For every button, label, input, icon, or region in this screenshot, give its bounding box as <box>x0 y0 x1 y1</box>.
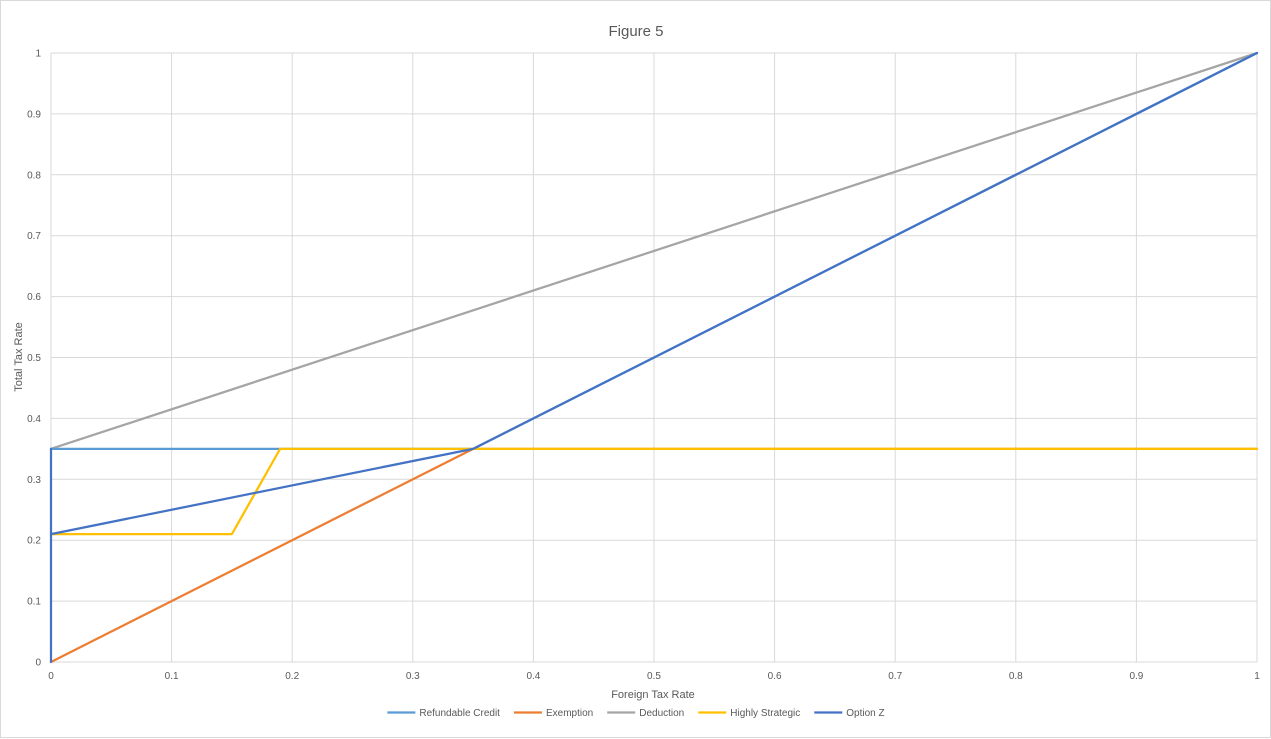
legend: Refundable Credit Exemption Deduction Highl… <box>387 708 885 719</box>
legend-label: Exemption <box>546 708 593 719</box>
x-tick-label: 0.9 <box>1129 671 1143 682</box>
x-tick-label: 0.8 <box>1009 671 1023 682</box>
y-tick-label: 0.9 <box>27 109 41 120</box>
tick-labels: 0 0.1 0.2 0.3 0.4 0.5 0.6 0.7 0.8 0.9 1 0 0.1 0.2 0.3 0… <box>27 49 1260 683</box>
series-line-highly-strategic <box>49 447 1259 536</box>
y-tick-label: 0.3 <box>27 475 41 486</box>
chart-title: Figure 5 <box>608 23 663 40</box>
legend-item-refundable-credit: Refundable Credit <box>387 708 500 719</box>
series-line-deduction <box>49 51 1259 450</box>
y-tick-label: 0.8 <box>27 170 41 181</box>
legend-label: Refundable Credit <box>419 708 500 719</box>
x-tick-label: 0.6 <box>768 671 782 682</box>
series-line-option-z <box>49 51 1259 664</box>
x-tick-label: 0.7 <box>888 671 902 682</box>
x-tick-label: 0.1 <box>165 671 179 682</box>
legend-label: Deduction <box>639 708 684 719</box>
legend-item-exemption: Exemption <box>513 708 593 719</box>
y-tick-label: 0.7 <box>27 231 41 242</box>
y-axis-title: Total Tax Rate <box>13 322 25 392</box>
y-tick-label: 0.2 <box>27 536 41 547</box>
legend-label: Option Z <box>846 708 884 719</box>
x-axis-title: Foreign Tax Rate <box>611 689 695 701</box>
y-tick-label: 0.5 <box>27 353 41 364</box>
legend-label: Highly Strategic <box>730 708 800 719</box>
legend-item-deduction: Deduction <box>607 708 684 719</box>
y-tick-label: 0.1 <box>27 597 41 608</box>
legend-item-highly-strategic: Highly Strategic <box>698 708 800 719</box>
x-tick-label: 0.2 <box>285 671 299 682</box>
y-tick-label: 0.4 <box>27 414 41 425</box>
legend-item-option-z: Option Z <box>814 708 885 719</box>
series-lines <box>49 51 1259 664</box>
x-tick-label: 0.5 <box>647 671 661 682</box>
x-tick-label: 0.3 <box>406 671 420 682</box>
y-tick-label: 0 <box>35 658 41 669</box>
y-tick-label: 0.6 <box>27 292 41 303</box>
x-tick-label: 1 <box>1254 671 1260 682</box>
x-tick-label: 0.4 <box>526 671 540 682</box>
y-tick-label: 1 <box>35 49 41 60</box>
x-tick-label: 0 <box>48 671 54 682</box>
